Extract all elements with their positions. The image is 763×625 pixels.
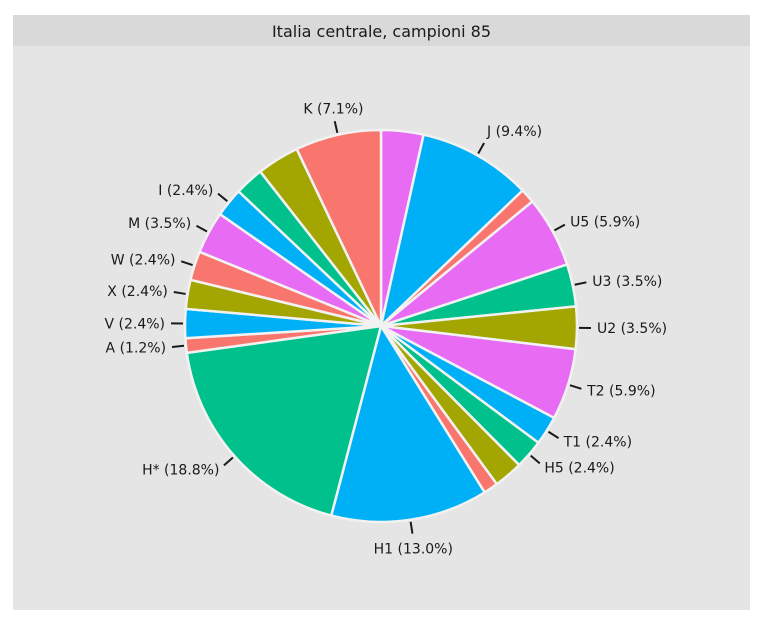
leader-lines [171,120,591,534]
leader-line [530,454,541,465]
leader-line [173,290,186,295]
slice-label: X (2.4%) [107,284,168,300]
slice-label: V (2.4%) [104,316,165,332]
pie-slice [185,324,383,518]
slice-label: I (2.4%) [158,183,213,199]
slice-label: M (3.5%) [128,216,191,232]
slice-label: J (9.4%) [486,124,542,140]
slice-label: T1 (2.4%) [563,434,632,450]
slice-label: H5 (2.4%) [544,460,614,476]
leader-line [217,192,228,202]
leader-line [547,430,560,439]
slice-label: H* (18.8%) [142,462,219,478]
slice-labels: J (9.4%) U5 (5.9%) U3 (3.5%) U2 (3.5%) T2 (5… [104,101,667,557]
pie-slices [183,128,579,524]
slice-label: U3 (3.5%) [592,274,662,290]
slice-label: K (7.1%) [303,101,363,117]
slice-label: U2 (3.5%) [597,321,667,337]
leader-line [333,120,339,134]
slice-label: H1 (13.0%) [374,542,453,558]
slice-label: W (2.4%) [111,253,176,269]
pie-slice [329,322,487,524]
slice-label: T2 (5.9%) [586,384,655,400]
slice-label: A (1.2%) [106,341,167,357]
leader-line [477,142,485,154]
leader-line [574,281,587,286]
leader-line [553,223,566,232]
facet-strip-title: Italia centrale, campioni 85 [272,22,491,41]
leader-line [180,260,193,267]
leader-line [195,224,208,233]
leader-line [171,344,185,348]
leader-line [223,456,234,467]
pie-slice [378,133,525,330]
leader-line [569,384,582,390]
slice-label: U5 (5.9%) [570,215,640,231]
leader-line [409,521,414,534]
facet-strip [13,15,750,46]
pie-slice [295,128,383,327]
